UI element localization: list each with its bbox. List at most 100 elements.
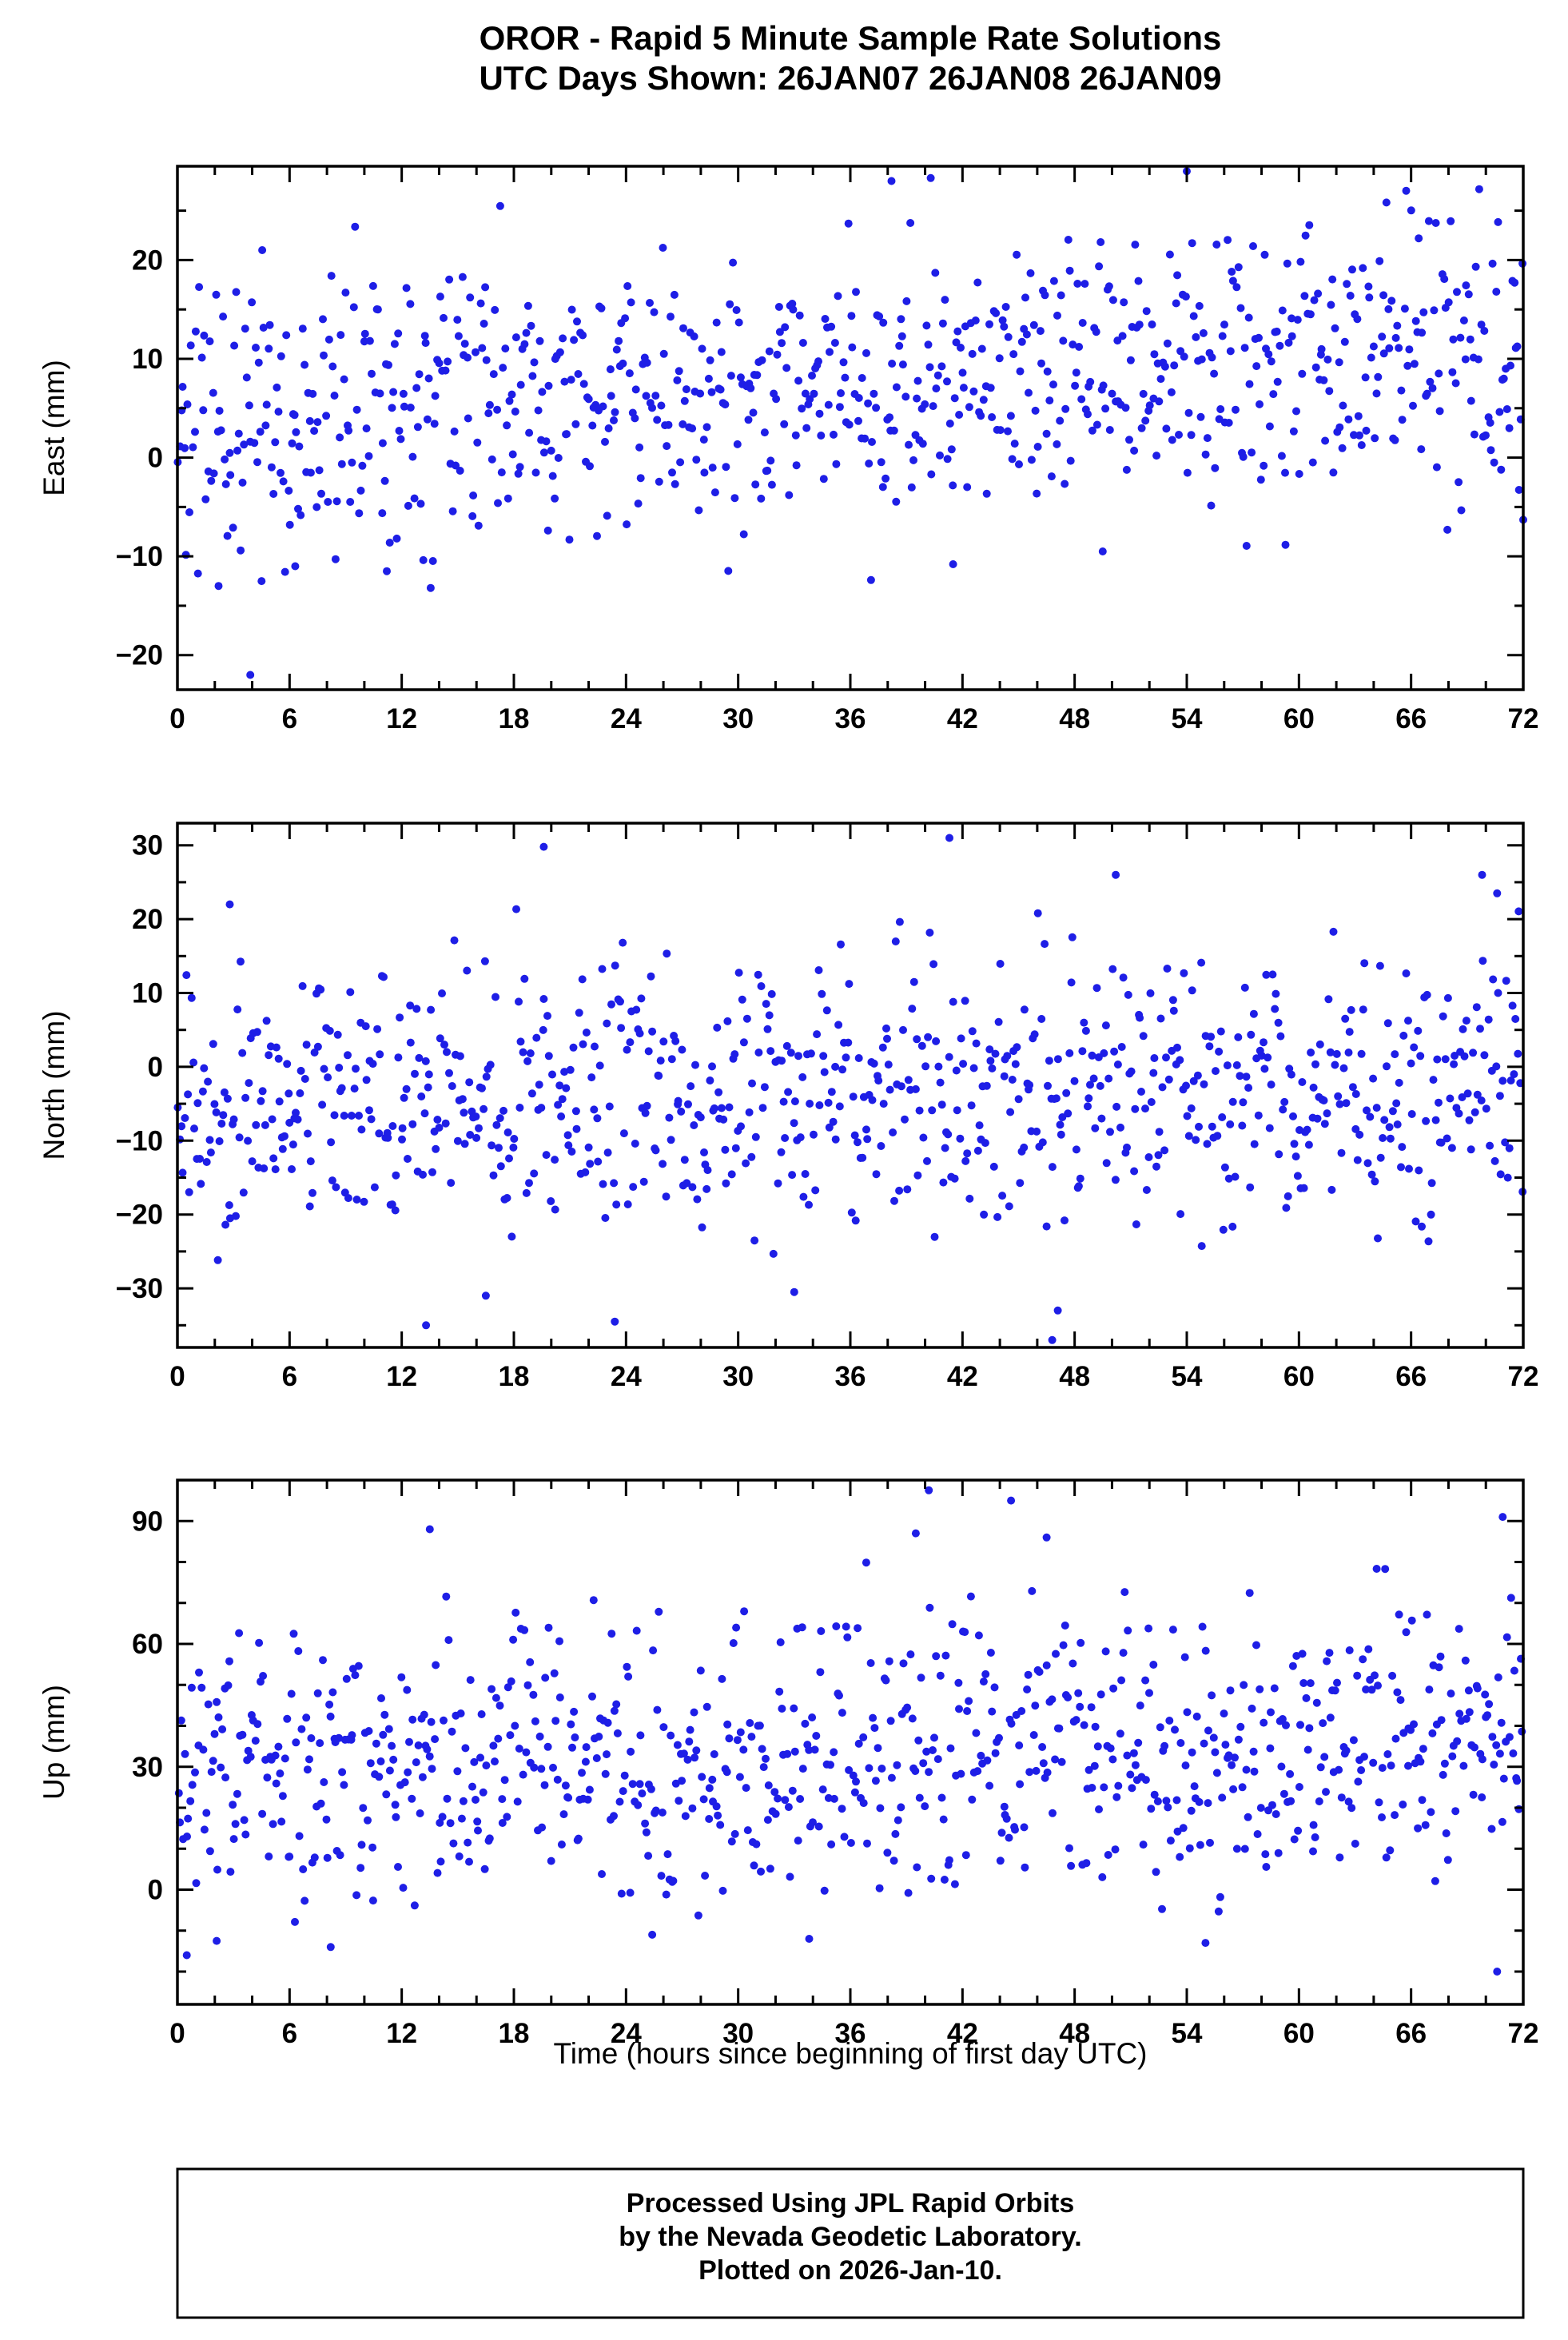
data-point	[1335, 423, 1344, 432]
data-point	[1497, 465, 1506, 474]
data-point	[377, 1694, 385, 1702]
data-point	[1403, 361, 1412, 370]
data-point	[1381, 1565, 1390, 1574]
data-point	[1067, 978, 1076, 987]
data-point	[480, 1864, 489, 1873]
data-point	[1069, 1659, 1077, 1668]
data-point	[445, 1069, 453, 1077]
data-point	[1364, 282, 1373, 291]
data-point	[420, 1710, 428, 1719]
data-point	[1005, 1833, 1013, 1842]
chart-title-line2: UTC Days Shown: 26JAN07 26JAN08 26JAN09	[479, 59, 1221, 97]
data-point	[240, 440, 249, 449]
data-point	[1478, 957, 1487, 965]
data-point	[300, 360, 309, 369]
data-point	[303, 1765, 312, 1774]
data-point	[785, 491, 794, 499]
data-point	[950, 394, 959, 403]
data-point	[223, 1094, 232, 1103]
y-tick-label: 60	[132, 1629, 163, 1660]
data-point	[277, 468, 285, 477]
data-point	[936, 1078, 945, 1087]
data-point	[796, 1795, 805, 1803]
data-point	[627, 1747, 635, 1756]
data-point	[225, 448, 234, 457]
data-point	[624, 1672, 633, 1681]
data-point	[539, 995, 548, 1003]
data-point	[1086, 1080, 1094, 1089]
data-point	[246, 1753, 255, 1761]
data-point	[316, 1799, 325, 1808]
data-point	[498, 1795, 507, 1804]
data-point	[1329, 468, 1338, 477]
data-point	[750, 1861, 758, 1870]
data-point	[1281, 468, 1289, 477]
data-point	[675, 367, 683, 376]
data-point	[237, 546, 245, 555]
data-point	[822, 1006, 831, 1015]
data-point	[584, 395, 593, 404]
data-point	[531, 468, 540, 477]
data-point	[1337, 1793, 1346, 1802]
data-point	[1399, 1801, 1407, 1809]
data-point	[346, 988, 355, 997]
data-point	[1276, 1032, 1285, 1041]
data-point	[288, 1165, 296, 1173]
data-point	[1471, 262, 1480, 271]
data-point	[523, 301, 532, 310]
data-point	[402, 284, 411, 292]
data-point	[571, 1733, 579, 1741]
data-point	[1272, 989, 1280, 998]
data-point	[1456, 333, 1465, 342]
data-point	[259, 1672, 268, 1680]
data-point	[356, 486, 365, 495]
data-point	[850, 1131, 859, 1140]
data-point	[313, 418, 322, 427]
data-point	[1391, 1734, 1400, 1743]
data-point	[1411, 316, 1420, 325]
data-point	[1117, 1043, 1126, 1051]
data-point	[1498, 1817, 1506, 1826]
data-point	[372, 1739, 380, 1748]
data-point	[1344, 415, 1353, 424]
panel-north: 0 6 12 18 24 30 36 42 48 54 60 66 72−30−20−100102030…	[38, 822, 1538, 1392]
data-point	[752, 1840, 761, 1849]
data-point	[433, 1868, 442, 1877]
data-point	[505, 396, 514, 405]
data-point	[245, 401, 253, 410]
data-point	[446, 1819, 455, 1828]
data-point-outlier	[213, 1936, 221, 1945]
data-point	[200, 1825, 209, 1834]
data-point	[953, 1106, 961, 1115]
data-point	[878, 1765, 886, 1773]
data-point	[563, 1131, 572, 1140]
data-point	[1444, 298, 1453, 307]
data-point	[244, 1746, 253, 1755]
data-point	[181, 444, 189, 452]
data-point	[248, 298, 257, 307]
data-point	[1232, 283, 1241, 292]
data-point	[1331, 1686, 1339, 1695]
data-point	[1155, 397, 1164, 406]
data-point	[932, 384, 941, 393]
data-point	[1080, 1018, 1088, 1027]
data-point	[262, 1017, 271, 1025]
data-point	[544, 381, 553, 390]
data-point	[313, 1042, 322, 1051]
data-point	[690, 1708, 698, 1717]
data-point	[567, 1148, 576, 1156]
data-point	[1022, 330, 1031, 339]
data-point	[1114, 1781, 1123, 1790]
data-point	[1095, 1805, 1103, 1813]
data-point	[1215, 1047, 1224, 1056]
data-point	[679, 1749, 688, 1758]
data-point	[1036, 327, 1045, 336]
data-point	[996, 426, 1005, 435]
data-point	[330, 1111, 339, 1120]
data-point	[456, 1052, 464, 1061]
x-tick-label: 0	[169, 1361, 185, 1392]
data-point	[1372, 1104, 1381, 1112]
data-point	[1416, 1052, 1425, 1061]
data-point	[911, 1084, 920, 1093]
data-point	[899, 1659, 908, 1668]
